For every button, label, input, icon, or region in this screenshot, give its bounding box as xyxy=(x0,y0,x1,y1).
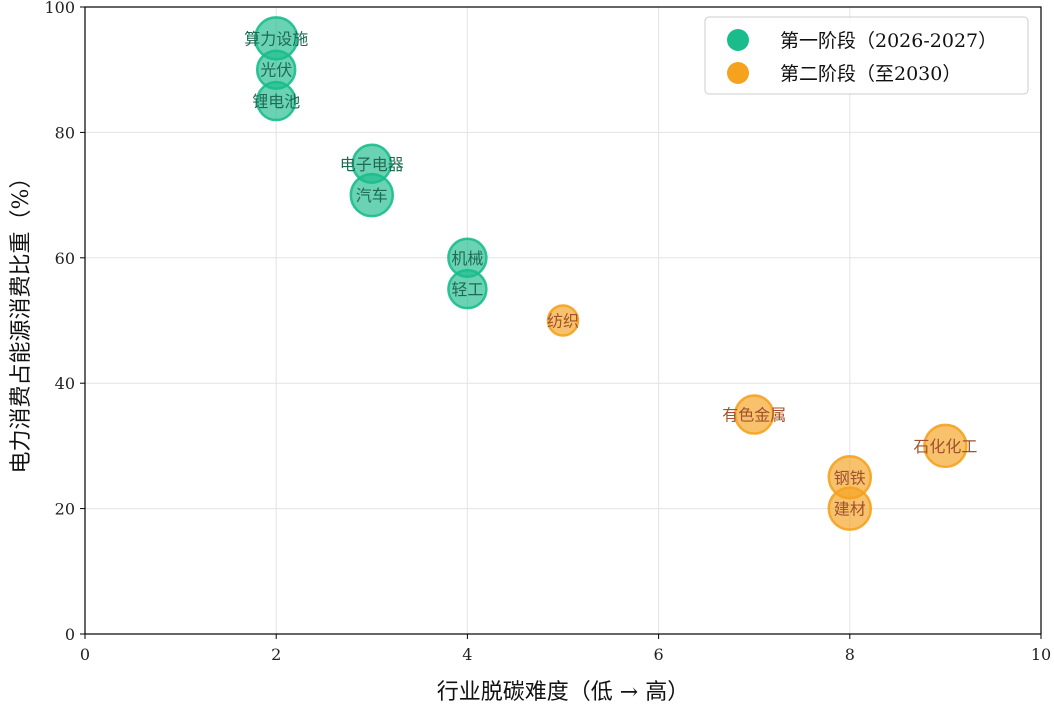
y-axis-title: 电力消费占能源消费比重（%） xyxy=(9,167,34,474)
data-point-label: 纺织 xyxy=(547,312,579,331)
data-point-label: 光伏 xyxy=(260,61,292,80)
y-tick-label: 20 xyxy=(55,500,75,519)
y-tick-label: 80 xyxy=(55,123,75,142)
x-tick-label: 6 xyxy=(654,645,664,664)
data-point-label: 算力设施 xyxy=(244,29,308,48)
legend: 第一阶段（2026-2027） 第二阶段（至2030） xyxy=(704,16,1029,95)
x-tick-label: 4 xyxy=(462,645,472,664)
data-point-label: 锂电池 xyxy=(252,92,300,111)
x-tick-label: 2 xyxy=(271,645,281,664)
x-tick-label: 0 xyxy=(80,645,90,664)
data-point-label: 轻工 xyxy=(451,280,483,299)
data-point-label: 有色金属 xyxy=(722,406,786,425)
data-point-label: 机械 xyxy=(451,249,483,268)
data-point xyxy=(923,423,968,469)
y-tick-label: 100 xyxy=(44,0,75,17)
legend-box xyxy=(704,16,1029,95)
data-point-label: 汽车 xyxy=(356,186,388,205)
data-points xyxy=(253,16,968,531)
data-point xyxy=(447,268,488,310)
x-axis-title: 行业脱碳难度（低 → 高） xyxy=(437,680,689,705)
legend-marker-phase2 xyxy=(727,62,749,84)
legend-label-phase1: 第一阶段（2026-2027） xyxy=(780,30,997,52)
data-point-label: 石化化工 xyxy=(913,437,977,456)
data-point xyxy=(733,394,775,435)
data-point xyxy=(546,304,580,337)
data-point-label: 钢铁 xyxy=(834,468,866,487)
legend-marker-phase1 xyxy=(727,29,749,51)
data-point xyxy=(255,80,297,122)
data-point xyxy=(349,172,395,218)
plot-frame xyxy=(84,6,1042,635)
y-tick-label: 60 xyxy=(55,249,75,268)
y-tick-label: 40 xyxy=(55,374,75,393)
data-point xyxy=(827,486,873,531)
x-tick-label: 8 xyxy=(845,645,855,664)
x-tick-label: 10 xyxy=(1031,645,1051,664)
data-point-label: 建材 xyxy=(834,500,866,519)
data-point-label: 电子电器 xyxy=(340,155,404,174)
y-tick-label: 0 xyxy=(65,625,75,644)
legend-label-phase2: 第二阶段（至2030） xyxy=(780,63,961,85)
